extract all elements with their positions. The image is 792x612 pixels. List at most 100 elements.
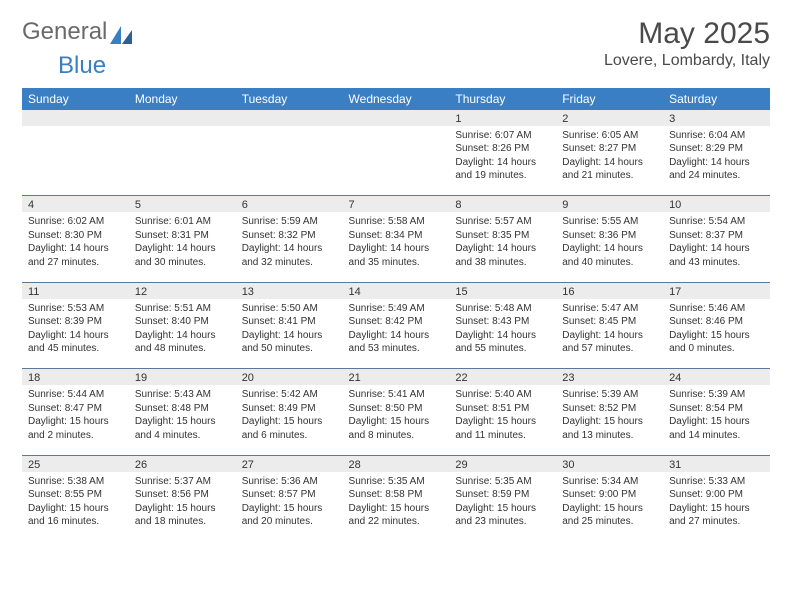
day-number: 20 bbox=[236, 369, 343, 385]
weekday-header-row: SundayMondayTuesdayWednesdayThursdayFrid… bbox=[22, 88, 770, 110]
page-title: May 2025 bbox=[604, 18, 770, 50]
sunset-text: Sunset: 8:47 PM bbox=[28, 402, 123, 416]
daylight-text: Daylight: 14 hours and 35 minutes. bbox=[349, 242, 444, 269]
sunset-text: Sunset: 8:56 PM bbox=[135, 488, 230, 502]
daylight-text: Daylight: 14 hours and 50 minutes. bbox=[242, 329, 337, 356]
daylight-text: Daylight: 15 hours and 23 minutes. bbox=[455, 502, 550, 529]
daylight-text: Daylight: 15 hours and 2 minutes. bbox=[28, 415, 123, 442]
daylight-text: Daylight: 14 hours and 57 minutes. bbox=[562, 329, 657, 356]
day-number: 14 bbox=[343, 283, 450, 299]
sunset-text: Sunset: 8:41 PM bbox=[242, 315, 337, 329]
day-cell: Sunrise: 5:39 AMSunset: 8:54 PMDaylight:… bbox=[663, 385, 770, 446]
location-subtitle: Lovere, Lombardy, Italy bbox=[604, 52, 770, 70]
day-number: 31 bbox=[663, 456, 770, 472]
day-cell: Sunrise: 5:59 AMSunset: 8:32 PMDaylight:… bbox=[236, 212, 343, 273]
day-number: 24 bbox=[663, 369, 770, 385]
sunrise-text: Sunrise: 5:35 AM bbox=[455, 475, 550, 489]
week-row: Sunrise: 5:53 AMSunset: 8:39 PMDaylight:… bbox=[22, 299, 770, 369]
sunset-text: Sunset: 8:45 PM bbox=[562, 315, 657, 329]
day-number bbox=[129, 110, 236, 126]
day-number: 15 bbox=[449, 283, 556, 299]
day-number: 23 bbox=[556, 369, 663, 385]
sunrise-text: Sunrise: 5:59 AM bbox=[242, 215, 337, 229]
sunset-text: Sunset: 8:30 PM bbox=[28, 229, 123, 243]
daylight-text: Daylight: 15 hours and 8 minutes. bbox=[349, 415, 444, 442]
sunset-text: Sunset: 8:49 PM bbox=[242, 402, 337, 416]
day-number bbox=[343, 110, 450, 126]
day-number: 9 bbox=[556, 196, 663, 212]
sunset-text: Sunset: 8:26 PM bbox=[455, 142, 550, 156]
day-cell: Sunrise: 5:50 AMSunset: 8:41 PMDaylight:… bbox=[236, 299, 343, 360]
daylight-text: Daylight: 15 hours and 11 minutes. bbox=[455, 415, 550, 442]
sunset-text: Sunset: 8:32 PM bbox=[242, 229, 337, 243]
day-cell: Sunrise: 5:46 AMSunset: 8:46 PMDaylight:… bbox=[663, 299, 770, 360]
week-row: Sunrise: 5:44 AMSunset: 8:47 PMDaylight:… bbox=[22, 385, 770, 455]
sunrise-text: Sunrise: 5:41 AM bbox=[349, 388, 444, 402]
sunrise-text: Sunrise: 6:02 AM bbox=[28, 215, 123, 229]
day-cell bbox=[129, 126, 236, 133]
sunset-text: Sunset: 8:54 PM bbox=[669, 402, 764, 416]
sunrise-text: Sunrise: 5:35 AM bbox=[349, 475, 444, 489]
sunrise-text: Sunrise: 5:46 AM bbox=[669, 302, 764, 316]
sunrise-text: Sunrise: 5:37 AM bbox=[135, 475, 230, 489]
daylight-text: Daylight: 15 hours and 16 minutes. bbox=[28, 502, 123, 529]
daylight-text: Daylight: 14 hours and 27 minutes. bbox=[28, 242, 123, 269]
day-number bbox=[22, 110, 129, 126]
logo-text-1: General bbox=[22, 18, 107, 46]
daylight-text: Daylight: 15 hours and 18 minutes. bbox=[135, 502, 230, 529]
daylight-text: Daylight: 14 hours and 48 minutes. bbox=[135, 329, 230, 356]
day-number: 1 bbox=[449, 110, 556, 126]
sunset-text: Sunset: 8:36 PM bbox=[562, 229, 657, 243]
daylight-text: Daylight: 15 hours and 20 minutes. bbox=[242, 502, 337, 529]
sunrise-text: Sunrise: 5:57 AM bbox=[455, 215, 550, 229]
day-cell: Sunrise: 5:49 AMSunset: 8:42 PMDaylight:… bbox=[343, 299, 450, 360]
sunset-text: Sunset: 8:35 PM bbox=[455, 229, 550, 243]
day-cell: Sunrise: 5:39 AMSunset: 8:52 PMDaylight:… bbox=[556, 385, 663, 446]
day-cell: Sunrise: 5:33 AMSunset: 9:00 PMDaylight:… bbox=[663, 472, 770, 533]
week-row: Sunrise: 6:07 AMSunset: 8:26 PMDaylight:… bbox=[22, 126, 770, 196]
sunset-text: Sunset: 8:39 PM bbox=[28, 315, 123, 329]
day-cell: Sunrise: 5:40 AMSunset: 8:51 PMDaylight:… bbox=[449, 385, 556, 446]
sunrise-text: Sunrise: 5:36 AM bbox=[242, 475, 337, 489]
sunset-text: Sunset: 9:00 PM bbox=[562, 488, 657, 502]
day-cell: Sunrise: 5:44 AMSunset: 8:47 PMDaylight:… bbox=[22, 385, 129, 446]
sunrise-text: Sunrise: 5:38 AM bbox=[28, 475, 123, 489]
sunset-text: Sunset: 8:46 PM bbox=[669, 315, 764, 329]
sunrise-text: Sunrise: 5:34 AM bbox=[562, 475, 657, 489]
daylight-text: Daylight: 14 hours and 30 minutes. bbox=[135, 242, 230, 269]
daylight-text: Daylight: 14 hours and 24 minutes. bbox=[669, 156, 764, 183]
day-number: 21 bbox=[343, 369, 450, 385]
daylight-text: Daylight: 14 hours and 38 minutes. bbox=[455, 242, 550, 269]
day-cell bbox=[236, 126, 343, 133]
day-cell: Sunrise: 5:58 AMSunset: 8:34 PMDaylight:… bbox=[343, 212, 450, 273]
daylight-text: Daylight: 15 hours and 27 minutes. bbox=[669, 502, 764, 529]
sunrise-text: Sunrise: 6:05 AM bbox=[562, 129, 657, 143]
day-cell: Sunrise: 5:37 AMSunset: 8:56 PMDaylight:… bbox=[129, 472, 236, 533]
sunset-text: Sunset: 8:31 PM bbox=[135, 229, 230, 243]
sunrise-text: Sunrise: 5:48 AM bbox=[455, 302, 550, 316]
daylight-text: Daylight: 14 hours and 45 minutes. bbox=[28, 329, 123, 356]
sunrise-text: Sunrise: 6:01 AM bbox=[135, 215, 230, 229]
daylight-text: Daylight: 15 hours and 25 minutes. bbox=[562, 502, 657, 529]
sunrise-text: Sunrise: 5:40 AM bbox=[455, 388, 550, 402]
sunset-text: Sunset: 8:29 PM bbox=[669, 142, 764, 156]
day-cell: Sunrise: 6:05 AMSunset: 8:27 PMDaylight:… bbox=[556, 126, 663, 187]
weekday-header: Wednesday bbox=[343, 88, 450, 110]
day-number: 30 bbox=[556, 456, 663, 472]
logo: General bbox=[22, 18, 134, 46]
day-number: 18 bbox=[22, 369, 129, 385]
day-cell: Sunrise: 5:57 AMSunset: 8:35 PMDaylight:… bbox=[449, 212, 556, 273]
daylight-text: Daylight: 15 hours and 13 minutes. bbox=[562, 415, 657, 442]
day-number: 10 bbox=[663, 196, 770, 212]
day-cell: Sunrise: 5:48 AMSunset: 8:43 PMDaylight:… bbox=[449, 299, 556, 360]
day-number: 12 bbox=[129, 283, 236, 299]
sunrise-text: Sunrise: 5:58 AM bbox=[349, 215, 444, 229]
daylight-text: Daylight: 14 hours and 43 minutes. bbox=[669, 242, 764, 269]
sunset-text: Sunset: 8:51 PM bbox=[455, 402, 550, 416]
day-cell: Sunrise: 5:41 AMSunset: 8:50 PMDaylight:… bbox=[343, 385, 450, 446]
sunset-text: Sunset: 8:27 PM bbox=[562, 142, 657, 156]
day-number bbox=[236, 110, 343, 126]
weekday-header: Saturday bbox=[663, 88, 770, 110]
day-cell: Sunrise: 5:53 AMSunset: 8:39 PMDaylight:… bbox=[22, 299, 129, 360]
sunset-text: Sunset: 8:37 PM bbox=[669, 229, 764, 243]
